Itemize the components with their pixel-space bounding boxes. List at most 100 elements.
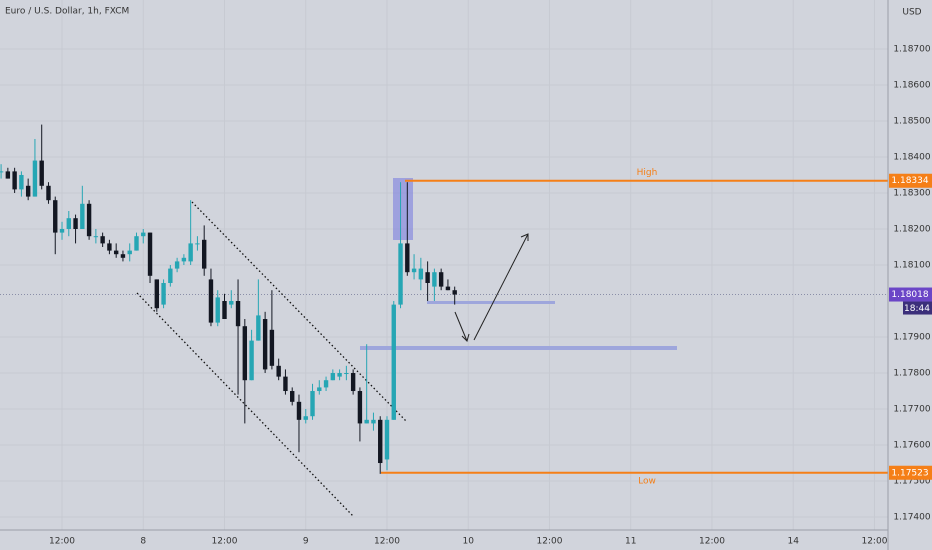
candle-body <box>127 250 132 255</box>
candle-body <box>425 272 430 284</box>
candle-body <box>229 301 234 305</box>
candle-body <box>39 160 44 186</box>
candle-body <box>222 301 227 320</box>
countdown-box <box>903 301 932 315</box>
candle-body <box>66 218 71 229</box>
candle-body <box>242 326 248 381</box>
candle-body <box>290 391 295 402</box>
candle-body <box>432 272 437 287</box>
candle-body <box>120 254 126 258</box>
countdown: 18:44 <box>904 304 930 314</box>
candle-body <box>168 268 173 284</box>
candle-body <box>249 340 254 381</box>
candle-body <box>195 243 200 245</box>
y-tick-label: 1.18700 <box>893 44 930 54</box>
candle-body <box>73 218 78 229</box>
level-price: 1.17523 <box>891 468 928 478</box>
arrows <box>454 233 529 342</box>
candle-body <box>86 203 92 237</box>
y-tick-label: 1.18100 <box>893 261 930 271</box>
x-tick-label: 11 <box>625 537 636 547</box>
candle-body <box>208 279 214 323</box>
zone <box>427 301 555 304</box>
x-tick-label: 14 <box>787 537 799 547</box>
chart-title: Euro / U.S. Dollar, 1h, FXCM <box>5 7 129 17</box>
y-tick-label: 1.17500 <box>893 477 930 487</box>
x-tick-label: 9 <box>303 537 309 547</box>
candle-body <box>201 239 207 269</box>
level-price-box <box>889 173 932 188</box>
y-tick-label: 1.18300 <box>893 188 930 198</box>
y-tick-label: 1.17400 <box>893 513 930 523</box>
candle-body <box>188 243 193 262</box>
candle-body <box>317 387 322 392</box>
level-label: High <box>637 168 658 178</box>
candle-body <box>344 373 349 375</box>
candle-body <box>0 171 4 173</box>
candle-body <box>134 236 139 251</box>
x-tick-label: 12:00 <box>861 537 887 547</box>
candle-body <box>276 365 281 377</box>
arrow-head <box>461 333 470 342</box>
arrow-head <box>520 233 529 241</box>
candle-body <box>391 304 396 420</box>
y-tick-label: 1.18500 <box>893 116 930 126</box>
x-tick-label: 8 <box>140 537 146 547</box>
candles: High Low <box>0 124 888 486</box>
candle-body <box>100 236 105 244</box>
candle-body <box>269 329 275 366</box>
channel-line <box>191 201 408 423</box>
candle-body <box>364 419 369 424</box>
candle-body <box>296 401 302 420</box>
candle-body <box>357 391 363 424</box>
candle-body <box>323 380 329 388</box>
candle-body <box>93 236 99 238</box>
x-tick-label: 12:00 <box>212 537 238 547</box>
candle-body <box>181 257 187 262</box>
candle-body <box>411 268 417 273</box>
candle-body <box>310 391 315 417</box>
y-tick-label: 1.17900 <box>893 333 930 343</box>
y-tick-label: 1.17600 <box>893 441 930 451</box>
current-price: 1.18018 <box>891 290 928 300</box>
candle-body <box>283 376 288 392</box>
y-tick-label: 1.17800 <box>893 369 930 379</box>
current-price-box <box>889 287 932 302</box>
candle-body <box>445 286 451 291</box>
candle-body <box>350 373 356 392</box>
candle-body <box>147 232 153 276</box>
candle-body <box>330 373 336 381</box>
candle-body <box>303 416 308 420</box>
arrow <box>473 233 529 341</box>
x-tick-label: 12:00 <box>699 537 725 547</box>
candle-body <box>438 272 444 287</box>
candle-body <box>80 203 85 229</box>
candle-body <box>12 171 17 190</box>
candle-body <box>235 301 241 327</box>
level-label: Low <box>638 476 656 486</box>
candle-body <box>256 315 261 341</box>
y-axis-panel <box>888 0 932 550</box>
candle-body <box>371 419 376 424</box>
arrow <box>454 311 468 342</box>
candle-body <box>378 419 383 464</box>
candle-body <box>398 243 403 305</box>
candle-body <box>262 319 268 370</box>
currency: USD <box>902 8 921 18</box>
candle-body <box>337 373 342 377</box>
y-tick-label: 1.18400 <box>893 152 930 162</box>
candle-body <box>46 185 51 201</box>
candle-body <box>32 160 38 197</box>
candle-body <box>452 290 457 295</box>
zone <box>360 346 677 350</box>
x-tick-label: 10 <box>463 537 475 547</box>
x-tick-label: 12:00 <box>49 537 75 547</box>
x-tick-label: 12:00 <box>374 537 400 547</box>
y-tick-label: 1.18200 <box>893 224 930 234</box>
grid <box>0 294 888 296</box>
candle-body <box>19 174 24 190</box>
candle-body <box>53 200 58 233</box>
highlight-box <box>393 178 413 240</box>
